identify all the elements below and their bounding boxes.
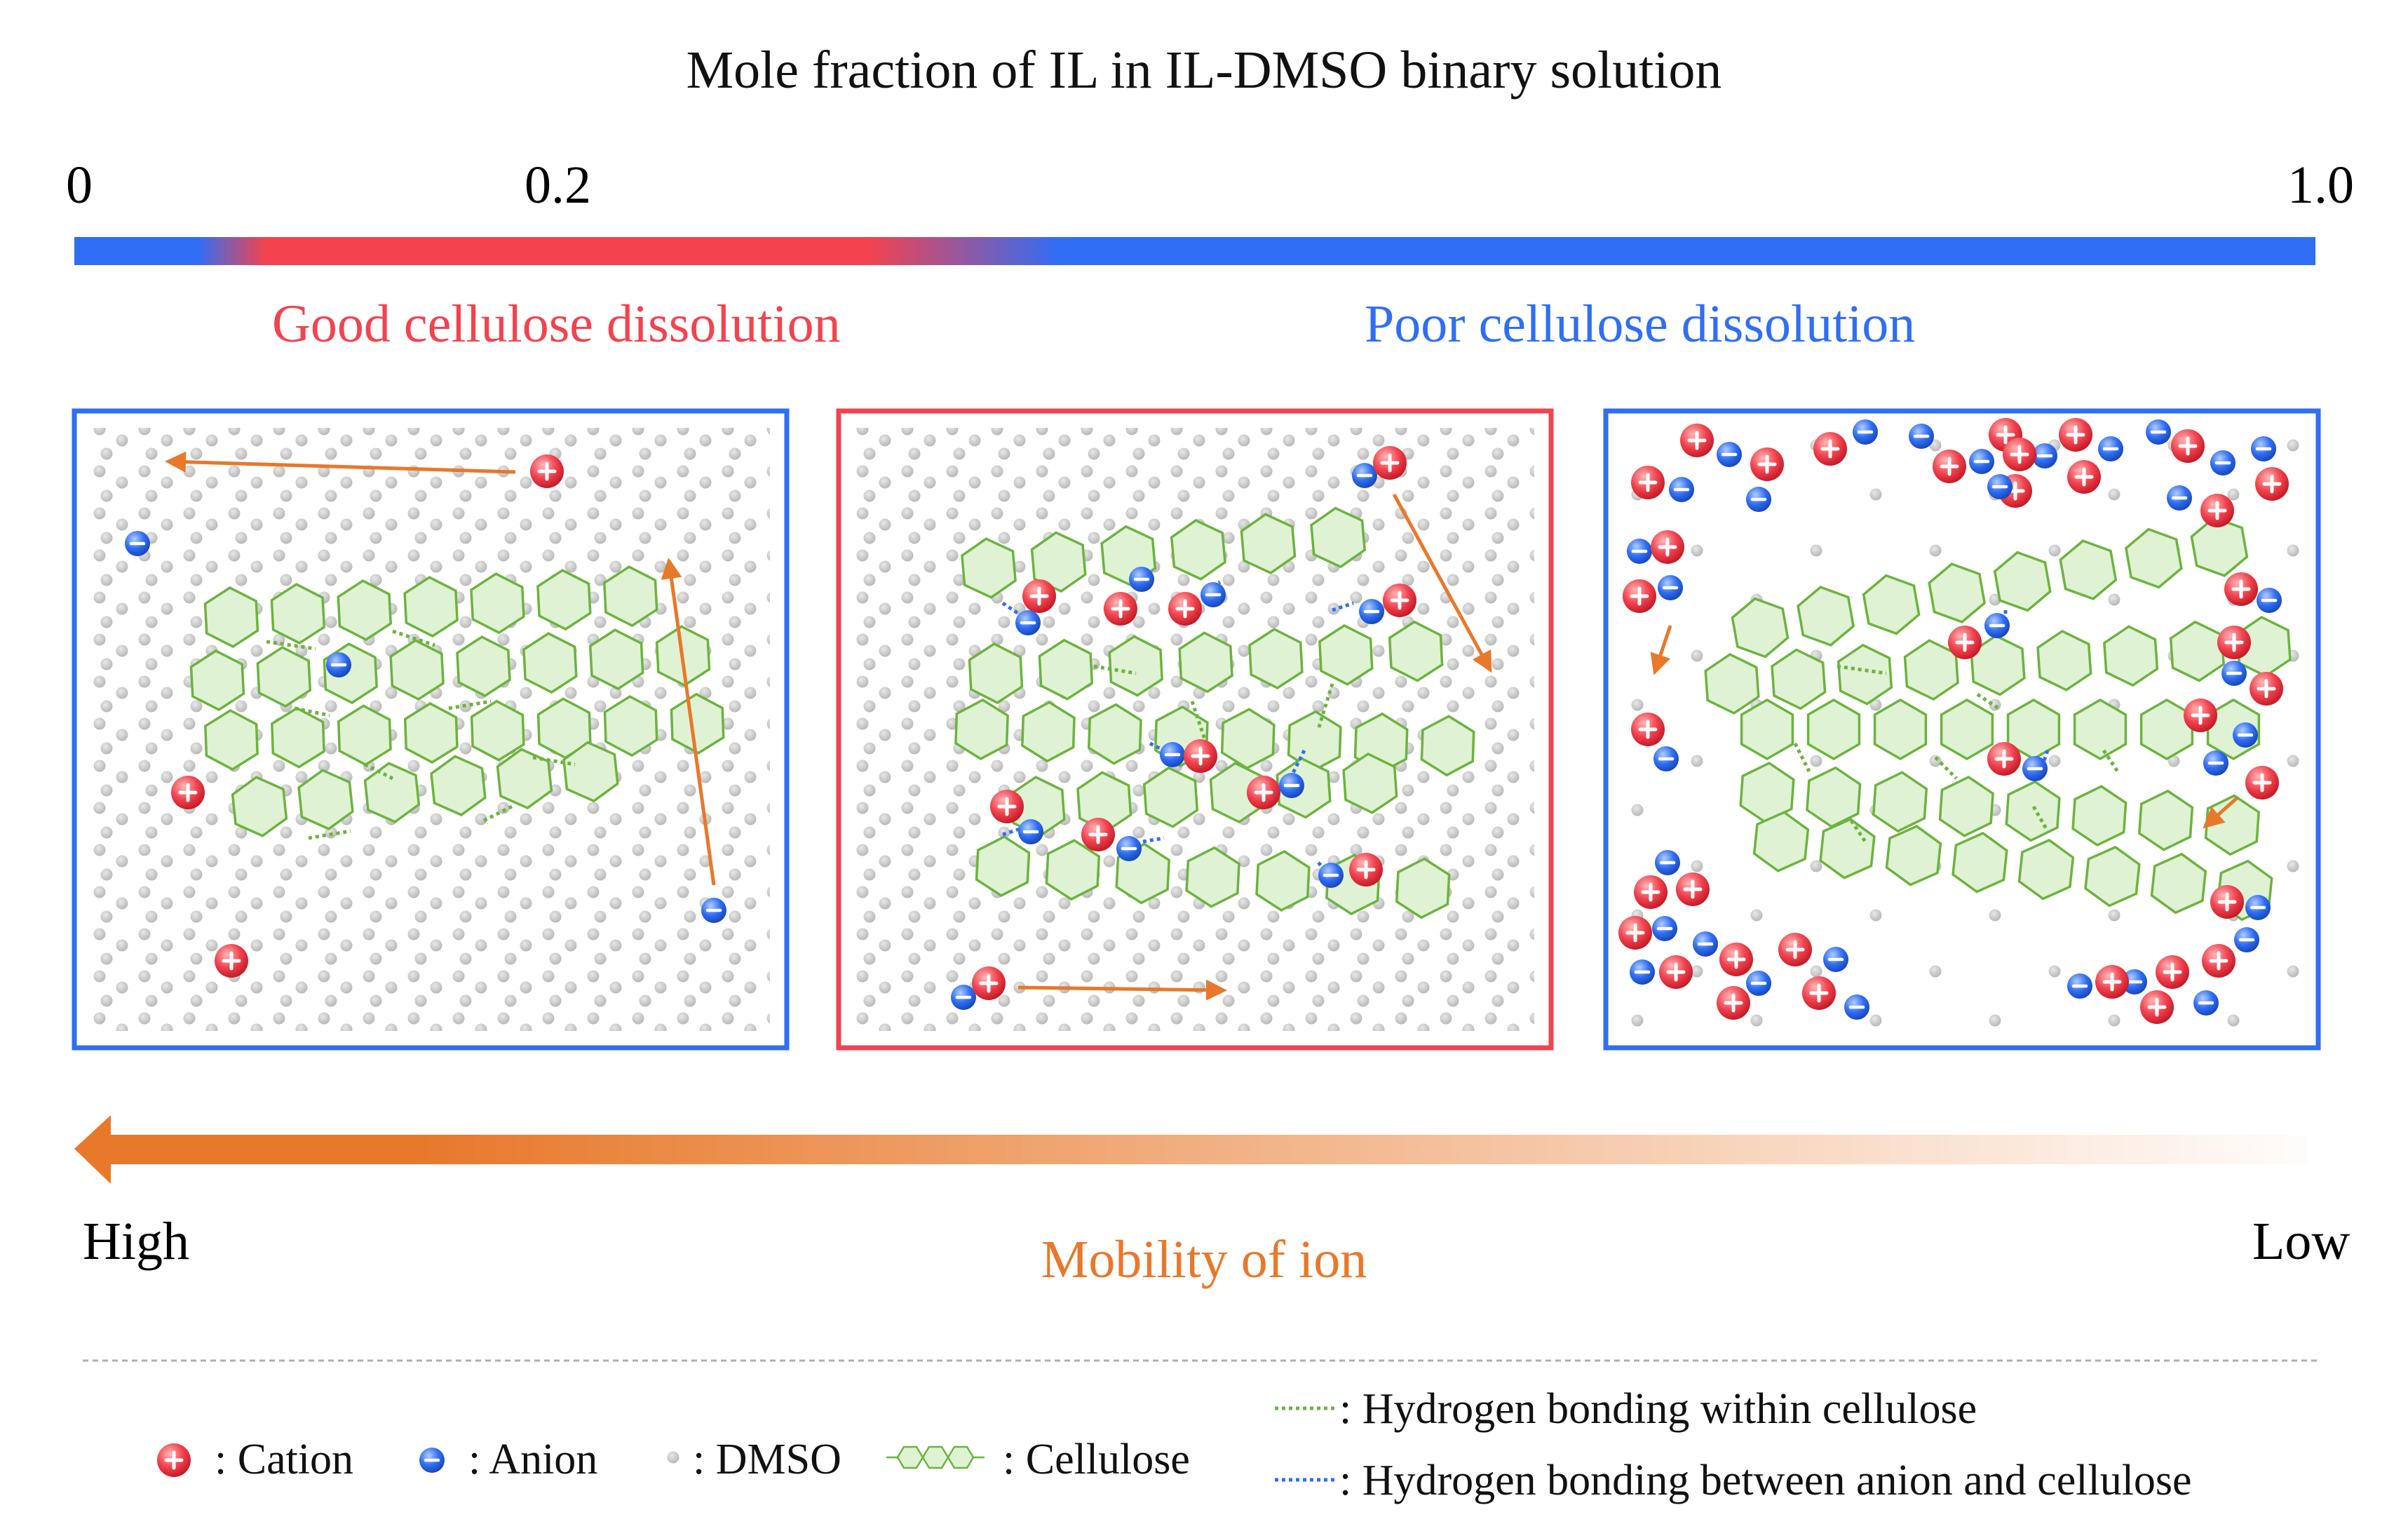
legend-hb-within-label: : Hydrogen bonding within cellulose xyxy=(1339,1385,1977,1433)
mobility-label: Mobility of ion xyxy=(1041,1230,1367,1289)
good-dissolution-label: Good cellulose dissolution xyxy=(272,295,841,353)
anion-icon xyxy=(125,531,150,556)
anion-icon xyxy=(419,1448,445,1473)
poor-dissolution-label: Poor cellulose dissolution xyxy=(1365,295,1916,353)
anion-icon xyxy=(701,898,726,923)
dmso-icon xyxy=(667,1451,679,1464)
ion-motion-arrow xyxy=(1650,625,1672,675)
mole-fraction-scale-bar xyxy=(74,237,2315,265)
legend-anion-label: : Anion xyxy=(468,1436,598,1483)
scale-label-end: 1.0 xyxy=(2287,156,2354,215)
mobility-arrow xyxy=(74,1115,2307,1184)
legend-cellulose-label: : Cellulose xyxy=(1003,1436,1190,1483)
scale-label-start: 0 xyxy=(66,156,93,215)
legend-hb-between-label: : Hydrogen bonding between anion and cel… xyxy=(1339,1457,2192,1504)
cellulose-icon xyxy=(886,1445,985,1469)
ion-motion-arrow xyxy=(1017,979,1227,1001)
mobility-low-label: Low xyxy=(2252,1212,2350,1271)
mobility-high-label: High xyxy=(83,1212,189,1271)
cellulose-bundle xyxy=(189,564,726,840)
panel-optimal-il xyxy=(836,408,1554,1051)
ion-motion-arrow xyxy=(1392,493,1492,673)
ion-motion-arrow xyxy=(165,451,516,474)
scale-label-mid: 0.2 xyxy=(525,156,591,215)
cation-icon xyxy=(171,776,205,809)
legend-cation-label: : Cation xyxy=(215,1436,354,1483)
cation-icon xyxy=(215,944,248,978)
cation-icon xyxy=(157,1443,191,1477)
figure-title: Mole fraction of IL in IL-DMSO binary so… xyxy=(686,41,1722,100)
panel-low-il xyxy=(72,408,790,1051)
anion-icon xyxy=(326,652,351,677)
cation-icon xyxy=(530,454,564,488)
ion-motion-arrow xyxy=(2203,797,2238,829)
legend-dmso-label: : DMSO xyxy=(693,1436,841,1483)
cellulose-bundle xyxy=(1703,512,2293,924)
panel-high-il xyxy=(1603,408,2321,1051)
ion-motion-arrow xyxy=(661,558,716,886)
